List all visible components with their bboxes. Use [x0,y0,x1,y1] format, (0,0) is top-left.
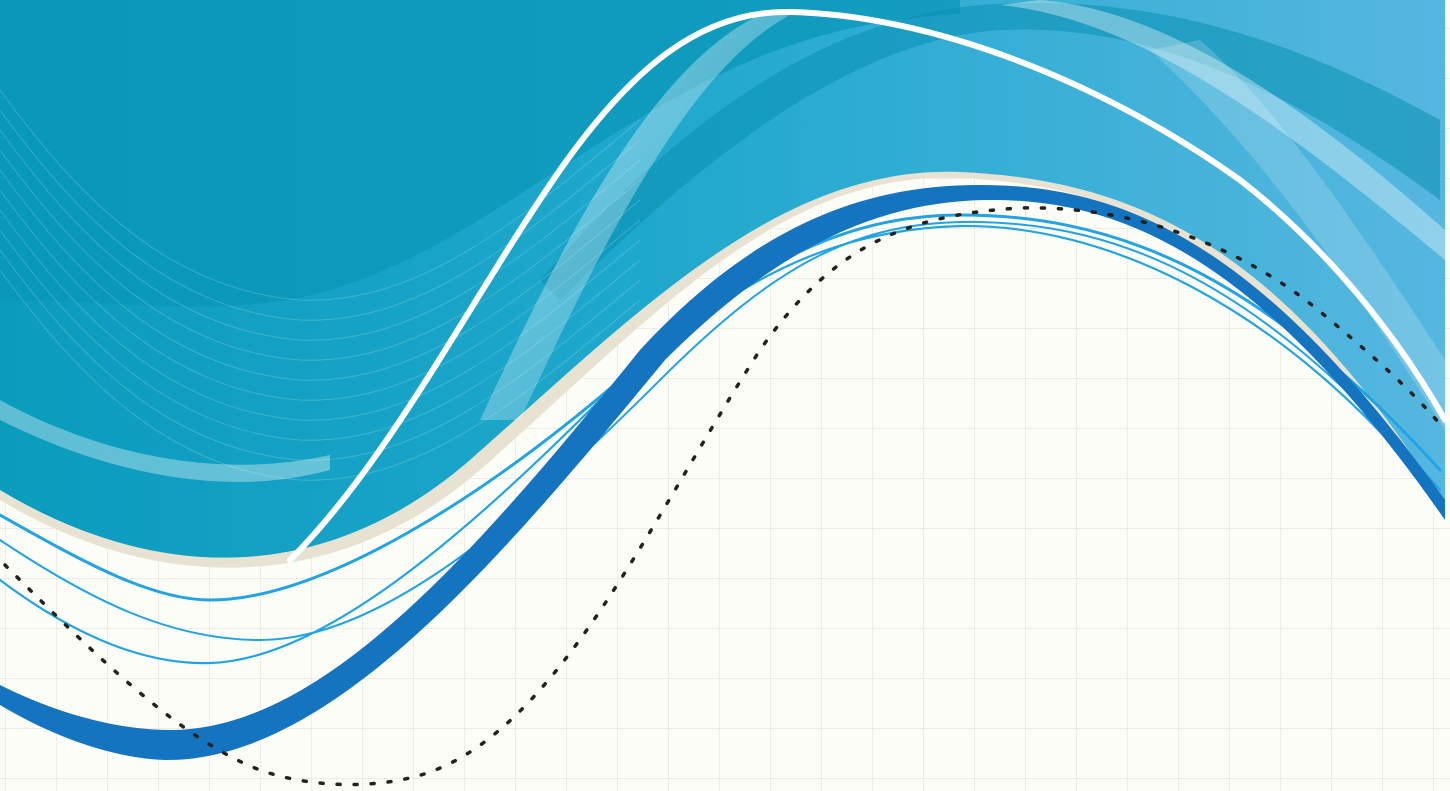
dotted-curve [3,206,1447,787]
deep-teal-swirl [0,0,960,307]
white-sheen-arc [480,10,800,420]
white-highlight-line [287,8,1448,563]
blue-ribbon [0,185,1445,761]
white-sheen-left [0,400,330,482]
deep-teal-band [540,2,1440,301]
